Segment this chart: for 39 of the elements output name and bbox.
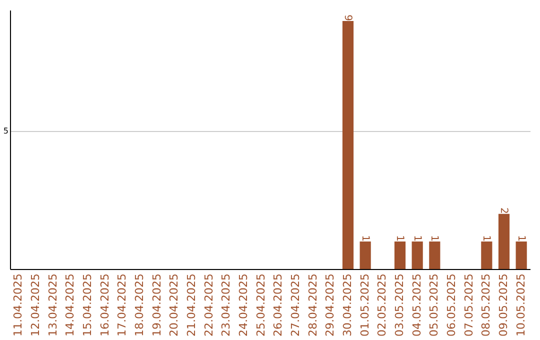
x-tick-label: 07.05.2025 [462,274,476,336]
x-tick-label: 09.05.2025 [497,274,510,336]
x-tick-label: 29.04.2025 [324,274,337,336]
data-label: 1 [428,235,440,242]
x-tick-label: 10.05.2025 [514,274,528,336]
x-tick-label: 14.04.2025 [64,274,77,336]
x-tick-label: 08.05.2025 [480,274,493,336]
data-label: 1 [394,235,405,242]
x-tick-label: 27.04.2025 [289,274,302,336]
x-tick-label: 18.04.2025 [133,274,146,336]
data-label: 1 [359,235,370,242]
data-label: 1 [515,235,526,242]
x-tick-label: 17.04.2025 [116,274,129,336]
x-tick-label: 26.04.2025 [272,274,285,336]
x-tick-label: 13.04.2025 [46,274,60,336]
x-tick-label: 25.04.2025 [254,274,268,336]
x-tick-label: 12.04.2025 [29,274,42,336]
x-tick-label: 11.04.2025 [12,274,25,336]
data-label: 1 [411,235,422,242]
x-tick-label: 01.05.2025 [358,274,372,336]
x-tick-label: 05.05.2025 [428,274,441,336]
x-tick-label: 04.05.2025 [410,274,424,336]
x-tick-label: 20.04.2025 [168,274,181,336]
data-label: 1 [480,235,492,242]
x-tick-label: 24.04.2025 [237,274,250,336]
x-tick-label: 16.04.2025 [98,274,112,336]
x-tick-label: 19.04.2025 [150,274,164,336]
data-label: 9 [342,14,353,22]
x-tick-label: 15.04.2025 [81,274,94,336]
data-label: 2 [498,208,509,214]
x-tick-label: 02.05.2025 [376,274,389,336]
x-tick-label: 22.04.2025 [202,274,216,336]
x-tick-label: 06.05.2025 [445,274,458,336]
x-tick-label: 30.04.2025 [341,274,354,336]
x-tick-label: 03.05.2025 [393,274,406,336]
x-tick-label: 21.04.2025 [185,274,198,336]
y-tick-label: 5 [3,126,8,136]
x-tick-label: 23.04.2025 [220,274,233,336]
x-tick-label: 28.04.2025 [306,274,320,336]
